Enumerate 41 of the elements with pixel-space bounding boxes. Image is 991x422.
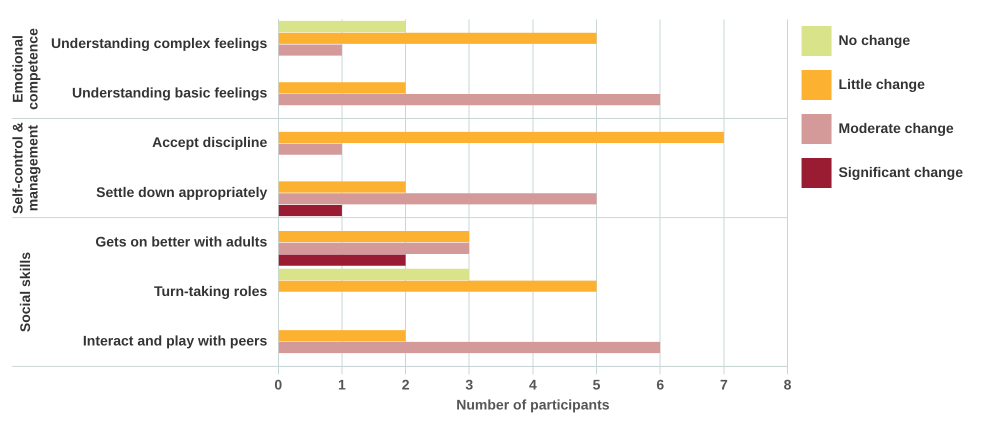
bar [278, 94, 660, 106]
x-tick-label: 3 [465, 376, 474, 393]
bar [278, 181, 406, 193]
bar [278, 20, 406, 32]
bar [278, 268, 470, 280]
bar [278, 280, 597, 292]
bar [278, 230, 470, 242]
bar [278, 330, 406, 342]
y-tick-label: Accept discipline [152, 134, 268, 150]
x-tick-label: 2 [402, 376, 410, 393]
y-tick-label: Understanding complex feelings [50, 35, 268, 52]
legend-label: No change [838, 32, 910, 48]
y-tick-label: Gets on better with adults [95, 233, 268, 250]
x-tick-label: 8 [784, 376, 792, 393]
bar [278, 144, 342, 155]
legend-label: Moderate change [838, 120, 954, 136]
text: Self-control & management [9, 122, 40, 214]
y-tick-label: Settle down appropriately [96, 184, 268, 200]
legend-label: Significant change [838, 164, 964, 180]
y-tick-label: Turn-taking roles [154, 282, 268, 299]
bar [278, 82, 406, 94]
x-tick-label: 4 [529, 376, 537, 393]
x-tick-label: 7 [720, 376, 728, 393]
x-tick-label: 6 [656, 376, 664, 393]
bar [278, 204, 342, 216]
x-axis-title: Number of participants [456, 396, 610, 412]
bar [278, 193, 597, 204]
bar [278, 242, 470, 254]
bar [278, 44, 342, 56]
legend-label: Little change [838, 76, 926, 92]
x-tick-label: 5 [592, 376, 601, 393]
x-tick-label: 0 [274, 376, 282, 393]
text: Social skills [16, 252, 33, 332]
x-tick-label: 1 [338, 376, 346, 393]
bar [278, 342, 660, 354]
bar [278, 32, 597, 44]
bar [278, 132, 724, 144]
text: Emotional competence [9, 28, 40, 110]
y-tick-label: Interact and play with peers [82, 332, 268, 348]
bar [278, 254, 406, 266]
y-tick-label: Understanding basic feelings [72, 84, 268, 101]
